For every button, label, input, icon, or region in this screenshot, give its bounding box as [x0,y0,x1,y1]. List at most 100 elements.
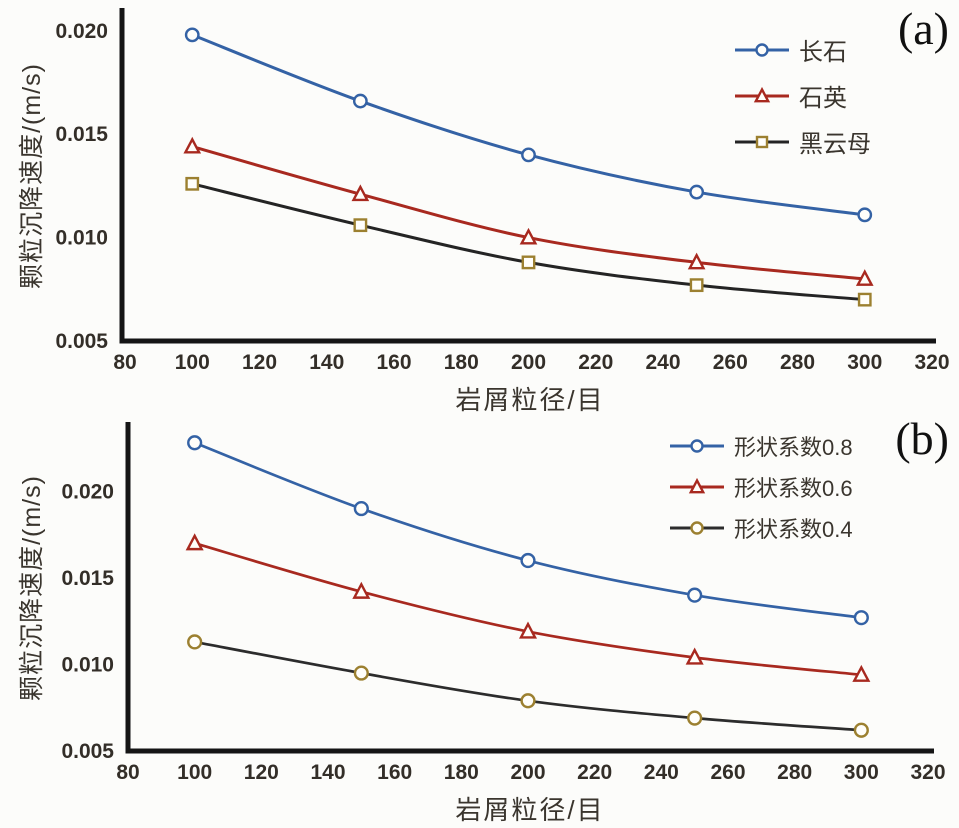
series-2-marker [520,693,536,709]
series-2-marker [853,722,869,738]
chart-panel-a: 80 100 120 140 160 180 200 220 240 260 280 300 320 0.… [0,0,959,415]
x-tick-label: 140 [310,761,345,784]
x-tick-label: 220 [577,761,612,784]
y-tick-label: 0.005 [61,740,114,763]
panel-label-a: (a) [897,3,949,54]
x-axis-title-a: 岩屑粒径/目 [455,385,605,415]
series-0-marker [520,552,536,569]
legend-label: 黑云母 [799,131,871,158]
y-tick-label: 0.010 [55,227,108,250]
x-tick-label: 220 [578,351,613,374]
legend-label: 形状系数0.4 [734,517,853,542]
legend-label: 形状系数0.6 [734,476,853,501]
x-tick-label: 200 [511,351,546,374]
x-tick-label: 280 [777,761,812,784]
y-axis-title-a: 颗粒沉降速度/(m/s) [18,63,46,289]
legend-marker [753,86,771,102]
x-tick-label: 120 [242,351,277,374]
series-1-marker [852,664,871,682]
series-0-marker [184,27,200,43]
legend-item: 形状系数0.4 [668,512,853,544]
legend-item: 黑云母 [733,124,871,159]
x-axis-title-b: 岩屑粒径/目 [455,795,605,825]
series-0-marker [187,435,203,451]
plot-area-b: 80 100 120 140 160 180 200 220 240 260 280 300 320 0.… [61,422,946,784]
x-tick-label: 120 [244,761,279,784]
x-tick-label: 80 [116,761,139,784]
legend-marker [688,477,706,494]
x-tick-label: 300 [847,351,882,374]
legend-b: 形状系数0.8 形状系数0.6 形状系数0.4 [668,430,853,544]
series-0-marker [521,147,536,163]
series-0-marker [857,207,873,223]
legend-marker-triangle-icon [670,477,724,494]
panel-label-b: (b) [895,413,949,464]
series-1-marker [855,269,874,286]
series-1-marker [685,647,704,665]
legend-marker-triangle-icon [735,86,789,102]
x-tick-label: 240 [644,761,679,784]
x-tick-label: 160 [376,351,411,374]
series-0-marker [352,93,368,109]
legend-item: 形状系数0.8 [668,430,853,462]
x-tick-label: 160 [377,761,412,784]
legend-label: 石英 [799,85,847,112]
x-tick-label: 320 [910,761,945,784]
y-tick-label: 0.020 [55,20,108,43]
series-1-marker [183,136,202,154]
y-tick-label: 0.005 [55,330,108,353]
plot-area-a: 80 100 120 140 160 180 200 220 240 260 280 300 320 0.… [55,8,950,374]
legend-marker [690,439,704,453]
x-tick-label: 80 [113,351,136,374]
series-1-marker [351,184,370,202]
series-0-marker [353,500,369,517]
series-2-marker [857,292,872,307]
series-2-marker [521,255,536,270]
series-1-marker [352,581,371,599]
legend-marker-circle-icon [670,439,724,453]
y-tick-label: 0.015 [55,123,108,146]
y-tick-label: 0.015 [61,567,114,590]
x-tick-label: 100 [175,351,210,374]
x-tick-label: 260 [713,351,748,374]
legend-item: 石英 [733,78,871,113]
series-1-marker [518,621,538,639]
x-tick-label: 260 [710,761,745,784]
x-tick-label: 180 [444,761,479,784]
y-tick-label: 0.020 [61,480,114,503]
legend-marker-circle-icon [735,42,789,57]
series-2-marker [689,278,704,293]
series-2-marker [353,665,369,681]
series-0-marker [853,610,869,626]
legend-marker-square-icon [735,135,789,148]
y-tick-label: 0.010 [61,653,114,676]
x-tick-label: 200 [510,761,545,784]
x-tick-label: 140 [309,351,344,374]
x-tick-label: 280 [780,351,815,374]
series-2-marker [687,710,703,726]
series-0-marker [687,587,703,603]
legend-marker [690,521,704,535]
series-2-marker [185,176,200,191]
series-0-marker [689,184,705,200]
x-tick-label: 240 [645,351,680,374]
series-1-marker [687,252,706,270]
series-2-marker [187,634,203,650]
legend-marker [755,135,769,148]
series-line-2 [193,640,863,732]
x-tick-label: 100 [177,761,212,784]
legend-item: 长石 [733,32,871,67]
legend-marker [755,42,769,57]
legend-label: 形状系数0.8 [734,435,853,460]
legend-a: 长石 石英 黑云母 [733,32,871,159]
y-axis-title-b: 颗粒沉降速度/(m/s) [18,475,46,701]
series-1-marker [185,533,204,551]
legend-label: 长石 [799,39,847,66]
x-tick-label: 180 [444,351,479,374]
legend-marker-circle-icon [670,521,724,535]
x-tick-label: 320 [914,351,949,374]
chart-panel-b: 80 100 120 140 160 180 200 220 240 260 280 300 320 0.… [0,410,959,828]
series-2-marker [353,218,368,233]
x-tick-label: 300 [844,761,879,784]
